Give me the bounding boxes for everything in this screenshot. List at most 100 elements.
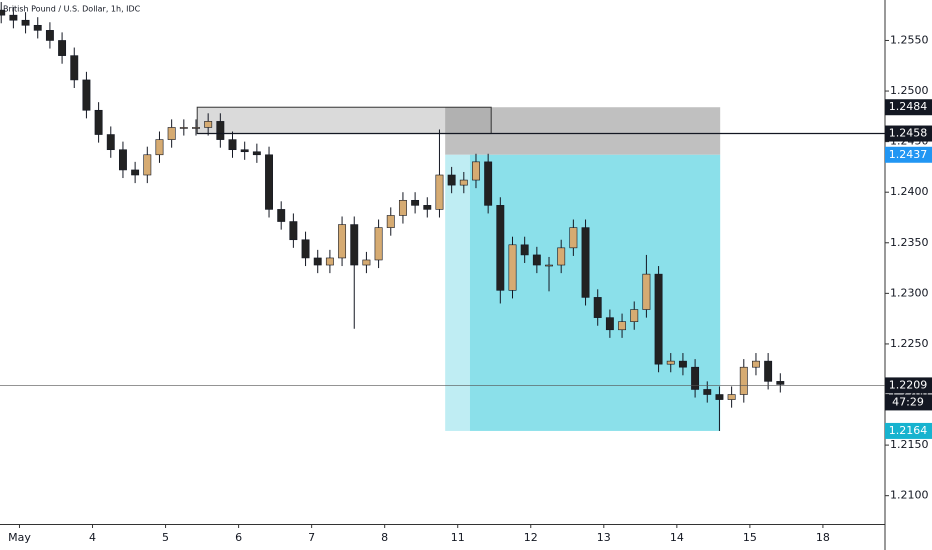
price-label: 1.2164 (889, 424, 928, 437)
candle-body (715, 394, 724, 400)
candle-body (204, 121, 213, 128)
price-label: 1.2437 (889, 148, 928, 161)
candle-body (398, 199, 407, 216)
x-tick-label: 18 (816, 531, 830, 544)
y-tick-label: 1.2350 (890, 236, 929, 249)
price-label: 1.2458 (889, 127, 928, 140)
x-tick-label: 13 (597, 531, 611, 544)
y-tick-label: 1.2150 (890, 438, 929, 451)
candle-body (593, 297, 602, 318)
candle-body (520, 244, 529, 256)
candle-body (167, 127, 176, 140)
candle-body (374, 227, 383, 261)
candle-body (118, 149, 127, 171)
candle-body (228, 139, 237, 151)
candle-body (739, 366, 748, 395)
candle-body (350, 224, 359, 266)
candle-body (459, 179, 468, 186)
y-tick-label: 1.2500 (890, 84, 929, 97)
candle-body (435, 174, 444, 210)
x-tick-label: 7 (308, 531, 315, 544)
y-tick-label: 1.2400 (890, 185, 929, 198)
price-label-box (885, 377, 932, 394)
y-tick-label: 1.2100 (890, 489, 929, 502)
candle-body (240, 149, 249, 153)
candle-body (33, 24, 42, 31)
y-tick-label: 1.2550 (890, 33, 929, 46)
candle-body (301, 239, 310, 259)
candle-body (545, 264, 553, 267)
candle-body (630, 309, 639, 322)
candle-body (216, 121, 225, 140)
x-tick-label: 5 (162, 531, 169, 544)
candle-body (727, 394, 736, 400)
candle-body (82, 79, 91, 111)
candle-body (532, 254, 541, 266)
candle-body (362, 259, 371, 266)
candle-body (764, 360, 773, 382)
candle-body (338, 224, 347, 259)
candle-body (265, 154, 273, 210)
candle-body (447, 174, 456, 186)
candle-body (557, 247, 566, 266)
candle-body (106, 134, 115, 151)
candle-body (179, 127, 188, 129)
candle-body (386, 215, 395, 228)
candle-body (508, 244, 517, 291)
candle-body (325, 257, 334, 266)
chart-title: British Pound / U.S. Dollar, 1h, IDC (3, 5, 141, 14)
candle-body (618, 321, 627, 331)
candle-body (703, 389, 712, 395)
candle-body (752, 360, 760, 368)
y-tick-label: 1.2300 (890, 286, 929, 299)
countdown-box (885, 394, 932, 411)
target-zone (469, 154, 721, 431)
plot-area (0, 2, 785, 431)
candle-body (131, 169, 140, 176)
candle-body (642, 273, 651, 310)
price-label-box (885, 146, 932, 163)
candle-body (666, 360, 675, 365)
countdown: 47:29 (892, 395, 924, 408)
x-tick-label: 14 (670, 531, 684, 544)
x-tick-label: 11 (451, 531, 465, 544)
candle-body (776, 381, 785, 385)
candle-body (143, 154, 152, 176)
x-tick-label: 15 (743, 531, 757, 544)
candle-body (252, 151, 261, 156)
candle-body (70, 55, 79, 81)
candle-body (496, 205, 505, 291)
candle-body (691, 366, 700, 390)
supply-zone (196, 106, 492, 135)
price-label-box (885, 125, 932, 142)
candle-body (654, 273, 663, 365)
candle-body (94, 109, 103, 135)
candle-body (192, 127, 200, 129)
candle-body (9, 14, 18, 21)
candle-body (0, 9, 6, 16)
x-tick-label: May (8, 531, 31, 544)
x-tick-label: 4 (89, 531, 96, 544)
candle-body (277, 209, 286, 222)
x-tick-label: 12 (524, 531, 538, 544)
candle-body (605, 317, 614, 331)
y-tick-label: 1.2250 (890, 337, 929, 350)
x-tick-label: 6 (235, 531, 242, 544)
price-label-box (885, 422, 932, 439)
candle-body (423, 205, 432, 210)
candle-body (289, 221, 298, 241)
price-label-box (885, 99, 932, 116)
candle-body (21, 19, 30, 26)
candle-body (484, 161, 493, 206)
candle-body (45, 30, 54, 41)
candle-body (411, 199, 420, 206)
candle-body (581, 227, 590, 298)
price-label: 1.2484 (889, 100, 928, 113)
candle-body (58, 40, 67, 56)
x-tick-label: 8 (381, 531, 388, 544)
candle-body (313, 257, 322, 266)
target-zone-pre (445, 154, 470, 431)
candle-body (569, 227, 578, 249)
price-label: 1.2209 (889, 378, 928, 391)
